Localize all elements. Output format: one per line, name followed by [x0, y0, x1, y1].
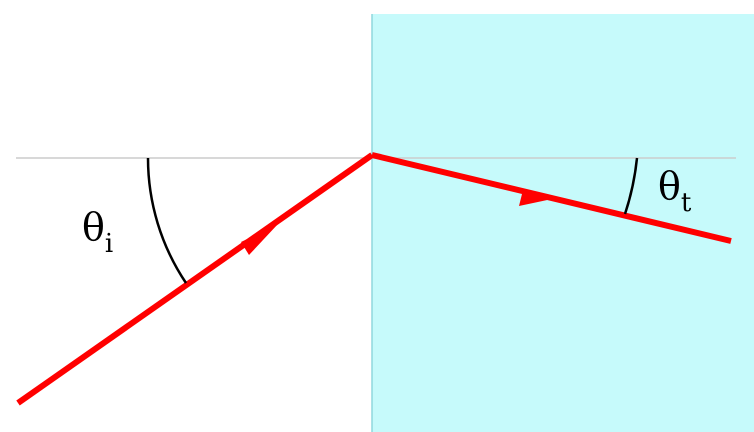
incident-ray-arrowhead [241, 224, 278, 255]
transmitted-ray [371, 152, 732, 244]
incident-angle-label: θi [82, 205, 113, 259]
transmitted-angle-subscript: t [681, 188, 692, 218]
transmitted-ray-arrowhead [519, 190, 552, 206]
transmitted-angle-symbol: θ [658, 164, 681, 208]
incident-angle-symbol: θ [82, 205, 105, 249]
transmitted-angle-arc [623, 157, 639, 215]
transmitting-medium [372, 14, 754, 432]
transmitted-angle-label: θt [658, 164, 692, 218]
incident-ray [16, 152, 374, 406]
incident-angle-subscript: i [105, 229, 113, 259]
incident-angle-arc [146, 157, 188, 284]
